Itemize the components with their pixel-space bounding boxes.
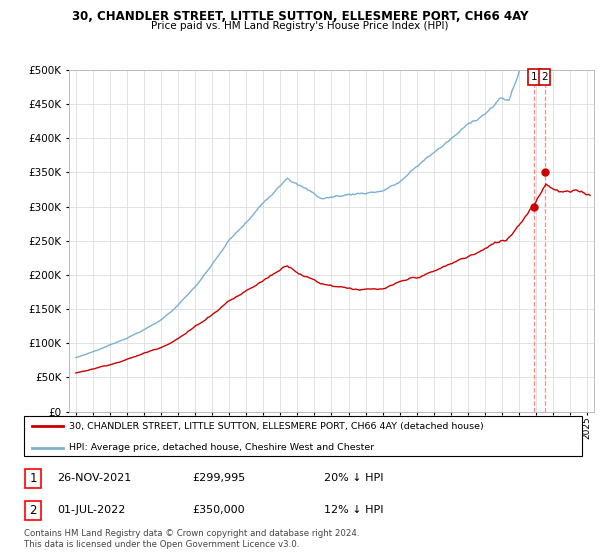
Text: £350,000: £350,000 bbox=[192, 505, 245, 515]
Text: 1: 1 bbox=[29, 472, 37, 485]
Text: 30, CHANDLER STREET, LITTLE SUTTON, ELLESMERE PORT, CH66 4AY: 30, CHANDLER STREET, LITTLE SUTTON, ELLE… bbox=[72, 10, 528, 23]
FancyBboxPatch shape bbox=[25, 501, 41, 520]
Text: 20% ↓ HPI: 20% ↓ HPI bbox=[324, 473, 383, 483]
Text: 26-NOV-2021: 26-NOV-2021 bbox=[57, 473, 131, 483]
Text: 2: 2 bbox=[29, 503, 37, 517]
Text: HPI: Average price, detached house, Cheshire West and Chester: HPI: Average price, detached house, Ches… bbox=[68, 443, 374, 452]
Text: 1: 1 bbox=[531, 72, 538, 82]
Text: Price paid vs. HM Land Registry's House Price Index (HPI): Price paid vs. HM Land Registry's House … bbox=[151, 21, 449, 31]
FancyBboxPatch shape bbox=[25, 469, 41, 488]
FancyBboxPatch shape bbox=[24, 416, 582, 456]
Text: 12% ↓ HPI: 12% ↓ HPI bbox=[324, 505, 383, 515]
Text: 30, CHANDLER STREET, LITTLE SUTTON, ELLESMERE PORT, CH66 4AY (detached house): 30, CHANDLER STREET, LITTLE SUTTON, ELLE… bbox=[68, 422, 484, 431]
Text: Contains HM Land Registry data © Crown copyright and database right 2024.
This d: Contains HM Land Registry data © Crown c… bbox=[24, 529, 359, 549]
Text: 2: 2 bbox=[541, 72, 548, 82]
Text: 01-JUL-2022: 01-JUL-2022 bbox=[57, 505, 125, 515]
Text: £299,995: £299,995 bbox=[192, 473, 245, 483]
